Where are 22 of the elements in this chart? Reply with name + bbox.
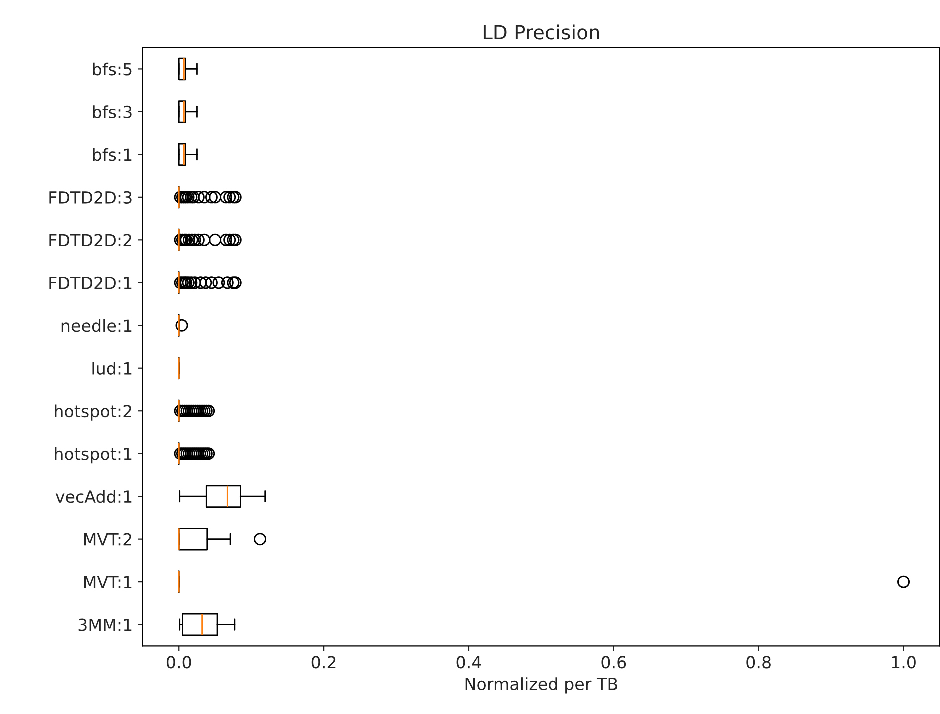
y-tick-label: 3MM:1: [78, 618, 132, 632]
y-tick-label: FDTD2D:1: [50, 276, 132, 290]
y-tick-label: FDTD2D:2: [50, 234, 132, 246]
x-axis-title: Normalized per TB: [466, 678, 618, 694]
x-tick-label: 1.0: [892, 656, 916, 669]
chart-title: LD Precision: [484, 24, 600, 40]
y-tick-label: bfs:3: [93, 106, 132, 119]
y-tick-label: needle:1: [62, 319, 132, 332]
x-tick-label: 0.6: [602, 656, 626, 669]
y-tick-label: bfs:5: [93, 62, 132, 76]
y-tick-label: bfs:1: [93, 148, 132, 162]
x-tick-label: 0.0: [166, 656, 192, 669]
x-tick-label: 0.4: [456, 656, 482, 669]
x-tick-label: 0.2: [312, 656, 336, 669]
y-tick-label: hotspot:1: [55, 448, 132, 464]
x-tick-label: 0.8: [746, 656, 771, 669]
y-tick-label: hotspot:2: [55, 404, 132, 421]
y-tick-label: MVT:1: [84, 576, 132, 588]
y-tick-label: vecAdd:1: [56, 490, 132, 504]
y-tick-label: MVT:2: [84, 533, 132, 546]
y-tick-label: lud:1: [92, 362, 132, 375]
y-tick-label: FDTD2D:3: [50, 191, 132, 204]
